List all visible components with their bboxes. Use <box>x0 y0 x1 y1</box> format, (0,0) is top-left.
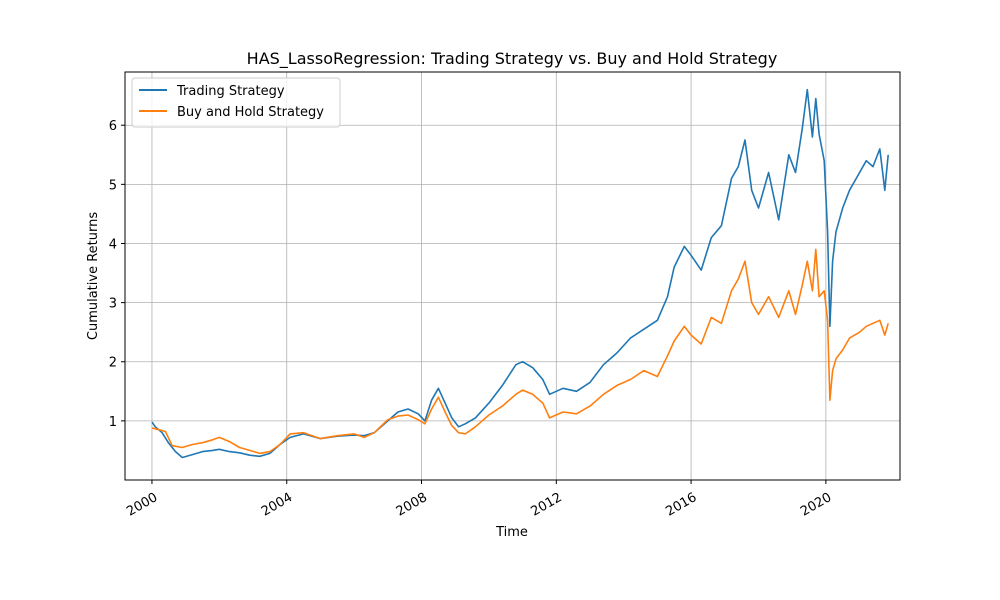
series-lines <box>151 88 889 459</box>
x-tick-label: 2004 <box>259 490 295 520</box>
y-tick-label: 5 <box>109 178 117 193</box>
y-tick-label: 1 <box>109 415 117 430</box>
x-axis-ticks: 2000 2004 2008 2012 2016 2020 <box>124 480 834 520</box>
y-tick-label: 4 <box>109 237 117 252</box>
y-tick-label: 3 <box>109 297 117 312</box>
plot-area-frame <box>124 71 901 481</box>
legend-label-buyhold: Buy and Hold Strategy <box>177 105 324 120</box>
x-tick-label: 2012 <box>529 490 565 520</box>
x-tick-label: 2000 <box>124 490 160 520</box>
x-axis-label: Time <box>495 525 528 540</box>
y-tick-label: 6 <box>109 119 117 134</box>
legend: Trading Strategy Buy and Hold Strategy <box>131 77 341 128</box>
x-tick-label: 2008 <box>394 490 430 520</box>
legend-label-trading: Trading Strategy <box>176 84 285 99</box>
x-tick-label: 2020 <box>798 490 834 520</box>
grid-lines <box>125 72 900 480</box>
y-axis-ticks: 1 2 3 4 5 6 <box>109 119 125 430</box>
series-line-trading-strategy <box>151 88 889 459</box>
x-tick-label: 2016 <box>663 490 699 520</box>
series-line-buy-and-hold <box>151 248 889 455</box>
y-axis-label: Cumulative Returns <box>86 212 101 340</box>
legend-box <box>131 77 341 128</box>
chart-title: HAS_LassoRegression: Trading Strategy vs… <box>247 49 778 69</box>
y-tick-label: 2 <box>109 356 117 371</box>
